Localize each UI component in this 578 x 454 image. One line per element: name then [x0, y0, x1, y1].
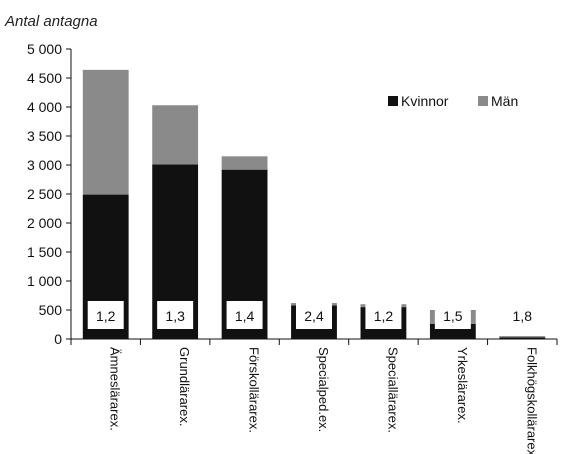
bar-segment-kvinnor — [499, 337, 546, 339]
y-tick-label: 1 000 — [27, 273, 62, 289]
y-tick-label: 4 500 — [27, 70, 62, 86]
y-tick-label: 4 000 — [27, 99, 62, 115]
y-tick-label: 3 000 — [27, 157, 62, 173]
y-tick-label: 1 500 — [27, 244, 62, 260]
category-label: Ämneslärarex. — [108, 347, 123, 431]
y-tick-label: 5 000 — [27, 41, 62, 57]
category-label: Folkhögskollärarex. — [524, 347, 539, 454]
ratio-box — [87, 301, 124, 329]
bar-segment-man — [152, 105, 199, 165]
y-tick-label: 3 500 — [27, 128, 62, 144]
ratio-label: 2,4 — [304, 308, 324, 324]
ratio-box — [296, 301, 332, 329]
category-label: Förskollärarex. — [247, 347, 262, 433]
y-tick-label: 500 — [39, 302, 63, 318]
ratio-labels: 1,2 1,3 1,4 2,4 1,2 1,5 1,8 — [87, 301, 533, 329]
category-label: Speciallärarex. — [385, 347, 400, 433]
ratio-label: 1,2 — [96, 308, 116, 324]
category-labels: Ämneslärarex. Grundlärarex. Förskollärarex… — [108, 347, 540, 454]
legend-swatch-kvinnor — [388, 96, 398, 106]
y-tick-label: 2 000 — [27, 215, 62, 231]
ratio-box — [157, 301, 194, 329]
ratio-box — [365, 301, 402, 329]
y-axis-label: Antal antagna — [4, 13, 98, 30]
y-tick-label: 2 500 — [27, 186, 62, 202]
bars-group — [82, 69, 546, 339]
ratio-label: 1,8 — [513, 308, 533, 324]
ratio-label: 1,2 — [374, 308, 394, 324]
ratio-label: 1,4 — [235, 308, 255, 324]
legend-label-man: Män — [491, 93, 518, 109]
bar-segment-man — [221, 156, 268, 170]
y-tick-label: 0 — [54, 331, 62, 347]
ratio-label: 1,3 — [165, 308, 185, 324]
category-label: Specialped.ex. — [316, 347, 331, 432]
y-axis: 0 500 1 000 1 500 2 000 2 500 3 000 3 500 4 000 4… — [27, 41, 72, 347]
category-label: Grundlärarex. — [177, 347, 192, 426]
category-label: Yrkeslärarex. — [455, 347, 470, 424]
legend-swatch-man — [478, 96, 488, 106]
ratio-label: 1,5 — [443, 308, 463, 324]
legend: Kvinnor Män — [388, 93, 518, 109]
legend-label-kvinnor: Kvinnor — [401, 93, 449, 109]
bar-segment-man — [82, 69, 129, 195]
x-axis — [70, 338, 558, 345]
ratio-box — [226, 301, 263, 329]
bar-segment-man — [499, 336, 546, 338]
ratio-box — [434, 301, 471, 329]
